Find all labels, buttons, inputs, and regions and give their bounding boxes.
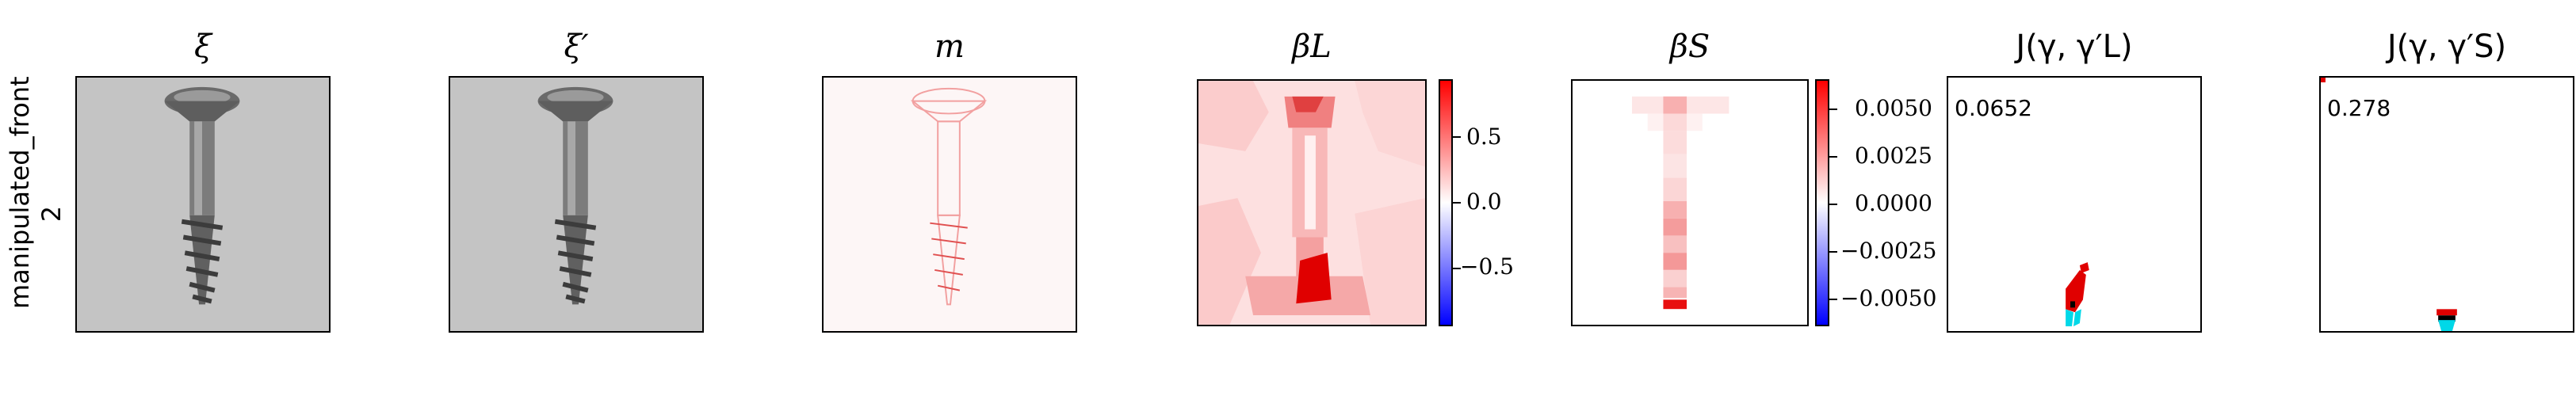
mask-image-m [824, 78, 1076, 331]
screw-image-xi [77, 78, 329, 331]
colorbar-beta-s-tick: 0.0000 [1855, 190, 1932, 216]
heatmap-beta-s [1573, 81, 1807, 325]
colorbar-beta-s [1815, 79, 1829, 326]
row-label-line1: manipulated_front [5, 76, 35, 309]
colorbar-beta-l-tick: 0.0 [1466, 188, 1502, 215]
image-j-l: 0.0652 [1947, 76, 2202, 333]
panel-title-beta-l: βL [1292, 29, 1332, 65]
panel-title-j-s: J(γ, γ′S) [2387, 29, 2507, 65]
heatmap-beta-l [1198, 81, 1425, 325]
panel-title-j-l: J(γ, γ′L) [2016, 29, 2133, 65]
score-j-l: 0.0652 [1955, 95, 2032, 121]
screw-image-xi-prime [450, 78, 702, 331]
colorbar-beta-s-tick: −0.0025 [1840, 238, 1937, 264]
colorbar-beta-s-tick: −0.0050 [1840, 285, 1937, 311]
colorbar-beta-s-tickmark [1829, 156, 1837, 158]
panel-title-beta-s: βS [1669, 29, 1710, 65]
colorbar-beta-s-tick: 0.0025 [1855, 143, 1932, 169]
panel-title-xi-prime: ξ′ [564, 29, 589, 65]
overlap-image-j-s [2321, 78, 2573, 331]
image-j-s: 0.278 [2319, 76, 2574, 333]
image-xi [75, 76, 331, 333]
image-m [822, 76, 1077, 333]
colorbar-beta-s-tickmark [1829, 109, 1837, 110]
colorbar-beta-l-tick: −0.5 [1460, 253, 1514, 280]
colorbar-beta-s-tickmark [1829, 251, 1837, 253]
image-beta-l [1197, 79, 1427, 326]
colorbar-beta-l-tickmark [1453, 136, 1461, 138]
image-beta-s [1571, 79, 1809, 326]
panel-title-xi: ξ [193, 29, 212, 65]
image-xi-prime [449, 76, 704, 333]
row-label: manipulated_front 2 [4, 76, 67, 309]
colorbar-beta-l-tickmark [1453, 202, 1461, 204]
colorbar-beta-s-tickmark [1829, 204, 1837, 205]
colorbar-beta-s-tickmark [1829, 299, 1837, 300]
colorbar-beta-l-tickmark [1453, 268, 1461, 269]
panel-title-m: m [934, 29, 965, 65]
colorbar-beta-s-tick: 0.0050 [1855, 95, 1932, 121]
colorbar-beta-l [1439, 79, 1453, 326]
score-j-s: 0.278 [2327, 95, 2391, 121]
row-label-line2: 2 [36, 205, 67, 223]
colorbar-beta-l-tick: 0.5 [1466, 124, 1502, 150]
overlap-image-j-l [1948, 78, 2200, 331]
